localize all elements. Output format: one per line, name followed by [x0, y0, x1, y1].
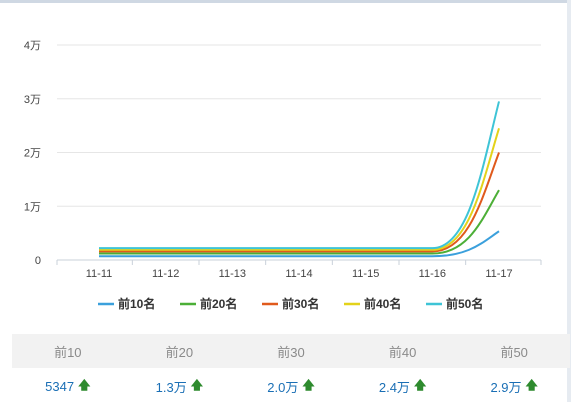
summary-value-top40: 2.4万 🡅	[347, 370, 459, 402]
summary-value-top50-text: 2.9万	[490, 379, 522, 395]
up-arrow-icon: 🡅	[413, 377, 427, 392]
up-arrow-icon: 🡅	[78, 377, 91, 392]
y-tick-label: 1万	[24, 201, 41, 213]
x-tick-label: 11-16	[419, 268, 446, 280]
summary-value-top10-text: 5347	[45, 378, 75, 394]
x-tick-label: 11-15	[352, 268, 379, 280]
axes: 0 1万 2万 3万 4万 11-11 11-12 11-13 11-14 11-15 11-16 1…	[24, 40, 542, 280]
legend-item-4[interactable]: 前40名	[344, 296, 401, 311]
legend-item-2[interactable]: 前20名	[180, 296, 237, 311]
up-arrow-icon: 🡅	[302, 377, 315, 392]
summary-value-top30: 2.0万 🡅	[235, 370, 347, 402]
summary-value-top20-text: 1.3万	[155, 379, 187, 395]
y-tick-label: 2万	[24, 148, 41, 160]
series-line-2	[99, 189, 500, 255]
summary-value-top20: 1.3万 🡅	[124, 370, 236, 402]
summary-values-row: 5347 🡅 1.3万 🡅 2.0万 🡅 2.4万 🡅 2.9万 🡅	[12, 370, 570, 402]
x-tick-label: 11-11	[86, 268, 113, 280]
legend-label: 前20名	[200, 296, 237, 311]
summary-value-top10: 5347 🡅	[12, 370, 124, 402]
y-tick-label: 3万	[24, 94, 41, 106]
summary-header-top10: 前10	[54, 344, 82, 360]
legend-label: 前30名	[282, 296, 319, 311]
summary-header-row: 前10 前20 前30 前40 前50	[12, 334, 570, 368]
x-tick-label: 11-13	[219, 268, 246, 280]
legend-label: 前50名	[446, 296, 483, 311]
up-arrow-icon: 🡅	[525, 377, 538, 392]
summary-value-top50: 2.9万 🡅	[458, 370, 570, 402]
x-tick-label: 11-17	[485, 268, 512, 280]
summary-value-top40-text: 2.4万	[378, 379, 410, 395]
series-lines	[99, 101, 500, 258]
x-tick-label: 11-12	[152, 268, 179, 280]
x-tick-label: 11-14	[285, 268, 312, 280]
series-line-5	[99, 101, 500, 250]
y-tick-label: 0	[35, 255, 41, 267]
legend-label: 前40名	[364, 296, 401, 311]
legend-label: 前10名	[118, 296, 155, 311]
summary-header-top20: 前20	[165, 344, 194, 360]
summary-value-top30-text: 2.0万	[267, 379, 299, 395]
line-chart: 0 1万 2万 3万 4万 11-11 11-12 11-13 11-14 11-15 11-16 1…	[24, 40, 542, 311]
legend: 前10名 前20名 前30名 前40名 前50名	[98, 296, 483, 311]
summary-header-top30: 前30	[277, 344, 305, 360]
legend-item-1[interactable]: 前10名	[98, 296, 155, 311]
top-border	[0, 0, 571, 3]
summary-header-top50: 前50	[500, 344, 528, 360]
series-line-1	[99, 230, 500, 258]
up-arrow-icon: 🡅	[190, 377, 204, 392]
legend-item-5[interactable]: 前50名	[426, 296, 483, 311]
summary-header-top40: 前40	[388, 344, 417, 360]
grid-lines	[57, 44, 541, 207]
y-tick-label: 4万	[24, 40, 41, 52]
series-line-4	[99, 128, 500, 251]
scrollbar-track[interactable]	[567, 0, 571, 402]
series-line-3	[99, 152, 500, 253]
legend-item-3[interactable]: 前30名	[262, 296, 319, 311]
